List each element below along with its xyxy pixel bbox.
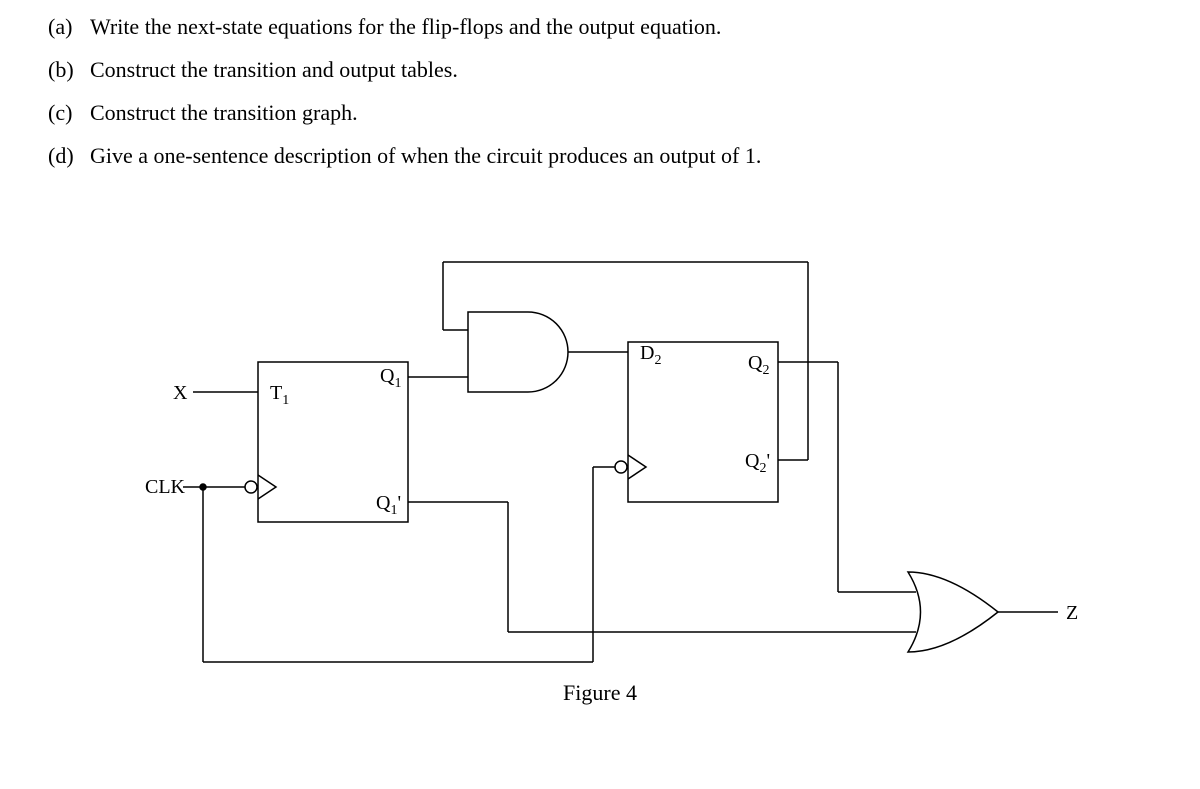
x-label: X xyxy=(173,382,188,404)
z-label: Z xyxy=(1066,602,1078,624)
svg-text:Q1': Q1' xyxy=(376,492,401,518)
question-label: (d) xyxy=(48,139,90,172)
question-text: Give a one-sentence description of when … xyxy=(90,139,761,172)
question-item: (c) Construct the transition graph. xyxy=(48,96,1152,129)
svg-text:Q2': Q2' xyxy=(745,450,770,476)
question-list: (a) Write the next-state equations for t… xyxy=(48,10,1152,172)
svg-text:Q2: Q2 xyxy=(748,352,769,378)
or-gate xyxy=(908,572,998,652)
clk-label: CLK xyxy=(145,476,186,498)
svg-text:T1: T1 xyxy=(270,382,289,408)
question-item: (b) Construct the transition and output … xyxy=(48,53,1152,86)
figure-caption: Figure 4 xyxy=(563,680,637,706)
question-label: (b) xyxy=(48,53,90,86)
question-item: (d) Give a one-sentence description of w… xyxy=(48,139,1152,172)
question-label: (a) xyxy=(48,10,90,43)
question-item: (a) Write the next-state equations for t… xyxy=(48,10,1152,43)
question-text: Construct the transition and output tabl… xyxy=(90,53,458,86)
circuit-figure: X CLK T1 Q1 Q1' D2 Q2 Q2' Z Figure 4 xyxy=(48,202,1152,722)
svg-text:D2: D2 xyxy=(640,342,661,368)
question-label: (c) xyxy=(48,96,90,129)
svg-text:Q1: Q1 xyxy=(380,365,401,391)
circuit-svg: X CLK T1 Q1 Q1' D2 Q2 Q2' Z xyxy=(48,202,1148,702)
question-text: Construct the transition graph. xyxy=(90,96,358,129)
question-text: Write the next-state equations for the f… xyxy=(90,10,721,43)
and-gate xyxy=(468,312,568,392)
